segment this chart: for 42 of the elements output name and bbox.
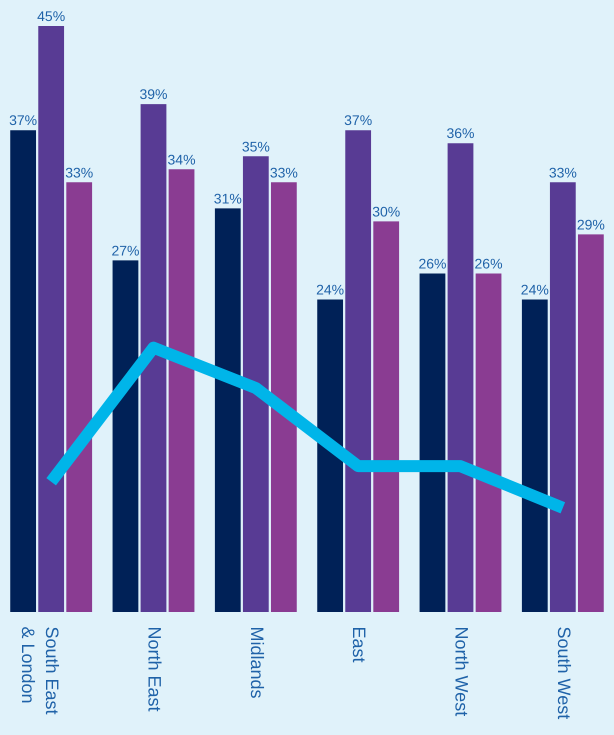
data-label: 29%: [576, 216, 605, 232]
data-label: 24%: [316, 281, 344, 298]
bar: [168, 169, 194, 612]
data-label: 30%: [372, 203, 400, 220]
data-label: 34%: [168, 151, 196, 168]
data-label: 33%: [65, 164, 94, 180]
data-label: 37%: [344, 112, 372, 128]
bar: [10, 130, 36, 612]
data-label: 26%: [418, 255, 446, 272]
data-label: 45%: [37, 8, 66, 24]
x-tick-label: Midlands: [246, 626, 267, 699]
x-tick-label: North West: [452, 626, 472, 716]
data-label: 31%: [214, 190, 242, 206]
data-label: 27%: [111, 242, 140, 258]
bar: [476, 273, 502, 612]
bar: [420, 273, 446, 612]
x-tick-label: South East & London: [18, 626, 62, 715]
x-tick-label: East: [349, 626, 370, 663]
x-tick-label: South West: [554, 626, 574, 720]
bar: [373, 221, 400, 612]
bar: [448, 143, 474, 612]
bar: [522, 299, 548, 612]
data-label: 37%: [9, 112, 38, 128]
bar: [550, 182, 576, 612]
data-label: 26%: [474, 255, 503, 272]
data-label: 36%: [446, 125, 475, 142]
data-label: 35%: [242, 138, 270, 154]
bar: [66, 182, 92, 612]
bar: [112, 260, 138, 612]
bar: [38, 26, 64, 612]
data-label: 33%: [270, 164, 298, 180]
bar: [317, 299, 344, 612]
bar: [578, 234, 604, 612]
bar: [214, 208, 241, 612]
bar: [345, 130, 372, 612]
data-label: 39%: [139, 86, 168, 102]
x-tick-label: North East: [144, 626, 164, 712]
bar: [242, 156, 269, 612]
data-label: 24%: [520, 281, 549, 298]
bar: [270, 182, 297, 612]
bar: [140, 104, 166, 612]
data-label: 33%: [548, 164, 577, 180]
